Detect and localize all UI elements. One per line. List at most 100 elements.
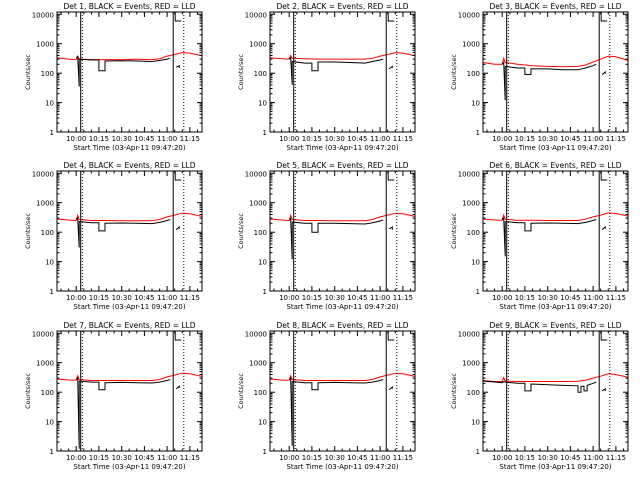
x-axis-label: Start Time (03-Apr-11 09:47:20): [286, 303, 398, 311]
marker-flag: [174, 331, 182, 341]
chart-title: Det 6, BLACK = Events, RED = LLD: [489, 161, 621, 170]
y-tick-label: 10: [471, 259, 480, 267]
chart-panel-4: 1 10 100 1000 10000 10:00 10:15 10:30 10:45 11:00…: [24, 161, 203, 311]
x-tick-label: 11:15: [180, 135, 200, 143]
x-tick-label: 10:30: [112, 135, 132, 143]
x-tick-label: 11:15: [393, 454, 413, 462]
x-tick-label: 10:15: [515, 294, 535, 302]
y-axis-label: Counts/sec: [237, 373, 245, 409]
y-tick-label: 10: [45, 259, 54, 267]
y-tick-label: 10000: [245, 330, 267, 338]
x-tick-label: 11:15: [606, 454, 626, 462]
chart-title: Det 2, BLACK = Events, RED = LLD: [276, 2, 408, 11]
series-line-events: [501, 216, 606, 257]
x-tick-label: 10:00: [279, 454, 299, 462]
x-tick-label: 10:45: [134, 294, 154, 302]
x-tick-label: 10:45: [347, 135, 367, 143]
x-tick-label: 10:30: [325, 454, 345, 462]
chart-title: Det 9, BLACK = Events, RED = LLD: [489, 321, 621, 330]
y-tick-label: 1000: [36, 360, 54, 368]
y-tick-label: 100: [41, 229, 54, 237]
x-tick-label: 11:15: [180, 294, 200, 302]
y-tick-label: 1: [476, 129, 480, 137]
y-tick-label: 10000: [458, 11, 480, 19]
y-axis-label: Counts/sec: [24, 54, 32, 90]
series-line-events: [75, 376, 180, 449]
series-line-lld: [56, 52, 203, 61]
y-axis-label: Counts/sec: [237, 213, 245, 249]
y-tick-label: 1000: [462, 41, 480, 49]
x-tick-label: 11:00: [157, 294, 177, 302]
x-tick-label: 10:30: [325, 135, 345, 143]
y-tick-label: 1: [263, 288, 267, 296]
y-tick-label: 1: [263, 129, 267, 137]
x-axis-label: Start Time (03-Apr-11 09:47:20): [73, 303, 185, 311]
y-tick-label: 1000: [249, 360, 267, 368]
chart-title: Det 7, BLACK = Events, RED = LLD: [63, 321, 195, 330]
series-line-lld: [482, 373, 629, 382]
x-axis-label: Start Time (03-Apr-11 09:47:20): [73, 463, 185, 471]
chart-title: Det 8, BLACK = Events, RED = LLD: [276, 321, 408, 330]
y-tick-label: 1: [476, 448, 480, 456]
y-axis-label: Counts/sec: [24, 213, 32, 249]
x-axis-label: Start Time (03-Apr-11 09:47:20): [499, 144, 611, 152]
x-tick-label: 10:15: [89, 294, 109, 302]
y-tick-label: 1000: [249, 41, 267, 49]
x-tick-label: 10:00: [492, 454, 512, 462]
series-line-lld: [269, 212, 416, 222]
series-line-events: [501, 61, 606, 101]
series-line-events: [482, 380, 606, 393]
y-tick-label: 10000: [245, 11, 267, 19]
series-line-events: [75, 217, 180, 248]
y-axis-label: Counts/sec: [450, 213, 458, 249]
chart-panel-1: 1 10 100 1000 10000 10:00 10:15 10:30 10:45 11:00…: [24, 2, 203, 152]
x-tick-label: 10:30: [112, 454, 132, 462]
y-axis-label: Counts/sec: [450, 373, 458, 409]
x-tick-label: 10:00: [492, 294, 512, 302]
x-tick-label: 10:00: [66, 135, 86, 143]
chart-panel-3: 1 10 100 1000 10000 10:00 10:15 10:30 10:45 11:00…: [450, 2, 629, 152]
series-line-events: [75, 56, 180, 87]
x-tick-label: 10:15: [89, 135, 109, 143]
x-tick-label: 10:15: [89, 454, 109, 462]
y-tick-label: 1000: [36, 200, 54, 208]
series-line-lld: [56, 212, 203, 222]
y-tick-label: 1000: [249, 200, 267, 208]
marker-flag: [387, 331, 395, 341]
x-tick-label: 10:00: [279, 294, 299, 302]
y-tick-label: 1000: [462, 200, 480, 208]
series-line-lld: [269, 372, 416, 381]
chart-panel-7: 1 10 100 1000 10000 10:00 10:15 10:30 10:45 11:00…: [24, 321, 203, 471]
y-axis-label: Counts/sec: [24, 373, 32, 409]
x-tick-label: 10:15: [302, 135, 322, 143]
x-tick-label: 10:00: [279, 135, 299, 143]
x-tick-label: 10:30: [538, 454, 558, 462]
x-tick-label: 11:00: [583, 294, 603, 302]
x-axis-label: Start Time (03-Apr-11 09:47:20): [286, 463, 398, 471]
x-tick-label: 10:15: [302, 454, 322, 462]
x-tick-label: 11:00: [157, 135, 177, 143]
marker-flag: [174, 12, 182, 22]
x-tick-label: 11:15: [393, 294, 413, 302]
x-tick-label: 10:15: [515, 454, 535, 462]
marker-flag: [600, 171, 608, 181]
y-tick-label: 10000: [458, 330, 480, 338]
y-axis-label: Counts/sec: [450, 54, 458, 90]
x-tick-label: 10:00: [492, 135, 512, 143]
marker-flag: [387, 171, 395, 181]
y-tick-label: 10000: [32, 330, 54, 338]
y-tick-label: 10: [45, 419, 54, 427]
x-tick-label: 10:45: [560, 454, 580, 462]
x-tick-label: 10:45: [134, 454, 154, 462]
x-tick-label: 10:30: [538, 135, 558, 143]
y-tick-label: 10: [471, 100, 480, 108]
x-tick-label: 11:00: [370, 294, 390, 302]
y-tick-label: 100: [467, 70, 480, 78]
y-tick-label: 10: [471, 419, 480, 427]
y-tick-label: 1: [50, 288, 54, 296]
y-tick-label: 10000: [32, 11, 54, 19]
chart-title: Det 1, BLACK = Events, RED = LLD: [63, 2, 195, 11]
chart-panel-9: 1 10 100 1000 10000 10:00 10:15 10:30 10:45 11:00…: [450, 321, 629, 471]
x-tick-label: 10:00: [66, 294, 86, 302]
